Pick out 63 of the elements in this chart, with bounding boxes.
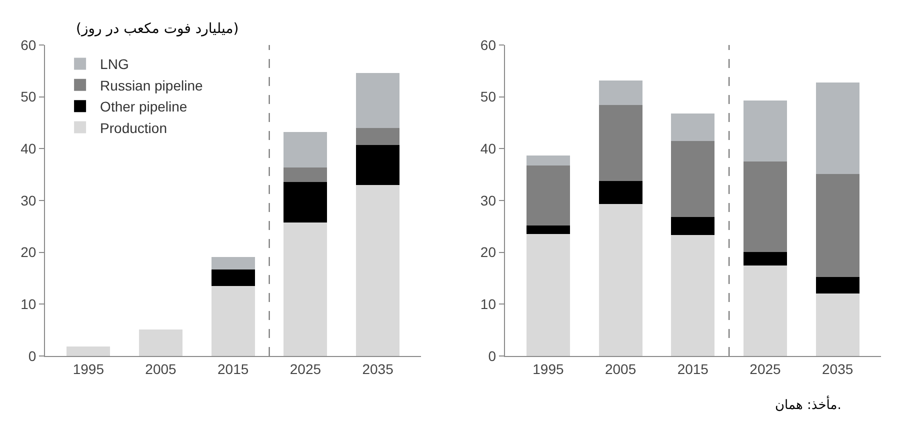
bar — [744, 100, 787, 162]
bar — [284, 167, 328, 182]
y-tick-label: 10 — [20, 296, 36, 312]
legend-label: Other pipeline — [100, 98, 188, 115]
y-axis-title: (میلیارد فوت مکعب در روز) — [76, 21, 239, 37]
x-tick-label: 1995 — [72, 360, 104, 377]
x-tick-label: 2005 — [604, 360, 636, 377]
y-tick-label: 0 — [488, 348, 496, 364]
y-tick-label: 20 — [480, 244, 496, 260]
bar — [356, 184, 400, 356]
bar — [671, 217, 715, 236]
y-tick-label: 30 — [20, 192, 36, 208]
y-tick-label: 60 — [20, 36, 36, 53]
bar — [526, 155, 570, 166]
bar — [744, 162, 787, 252]
legend-label: LNG — [100, 56, 129, 72]
bar — [526, 165, 570, 226]
bar — [816, 82, 860, 174]
bar — [356, 128, 400, 146]
bar — [598, 180, 642, 204]
y-tick-label: 40 — [480, 140, 496, 157]
bar — [284, 222, 328, 356]
bar — [816, 293, 860, 356]
text: مأخذ: همان. — [775, 395, 842, 413]
y-tick-label: 60 — [480, 36, 496, 53]
x-tick-label: 2035 — [362, 360, 394, 377]
bar — [356, 72, 400, 128]
x-tick-label: 2005 — [145, 360, 177, 377]
x-tick-label: 1995 — [532, 360, 564, 377]
bar — [211, 269, 255, 286]
bar — [139, 330, 182, 356]
bar — [598, 105, 642, 181]
y-tick-label: 50 — [20, 88, 36, 105]
bar — [211, 257, 255, 270]
x-tick-label: 2025 — [750, 360, 782, 377]
x-tick-label: 2035 — [822, 360, 854, 377]
x-tick-label: 2015 — [218, 360, 249, 377]
y-tick-label: 10 — [480, 296, 496, 312]
bar — [744, 252, 787, 266]
bar — [816, 277, 860, 294]
y-tick-label: 40 — [20, 140, 36, 157]
bar — [671, 235, 715, 356]
y-tick-label: 20 — [20, 244, 36, 260]
bar — [526, 225, 570, 234]
bar — [284, 132, 328, 168]
legend-label: Russian pipeline — [100, 77, 203, 94]
legend-label: Production — [100, 120, 167, 136]
bar — [66, 346, 110, 356]
bar — [598, 80, 642, 106]
x-tick-label: 2025 — [290, 360, 322, 377]
bar — [598, 204, 642, 356]
bar — [356, 145, 400, 185]
bar — [284, 182, 328, 222]
y-tick-label: 30 — [480, 192, 496, 208]
bar — [671, 113, 715, 141]
y-tick-label: 50 — [480, 88, 496, 105]
bar — [816, 174, 860, 278]
bar — [211, 286, 255, 356]
bar — [744, 265, 787, 356]
y-tick-label: 0 — [28, 348, 36, 364]
bar — [526, 234, 570, 356]
x-tick-label: 2015 — [677, 360, 709, 377]
bar — [671, 140, 715, 218]
